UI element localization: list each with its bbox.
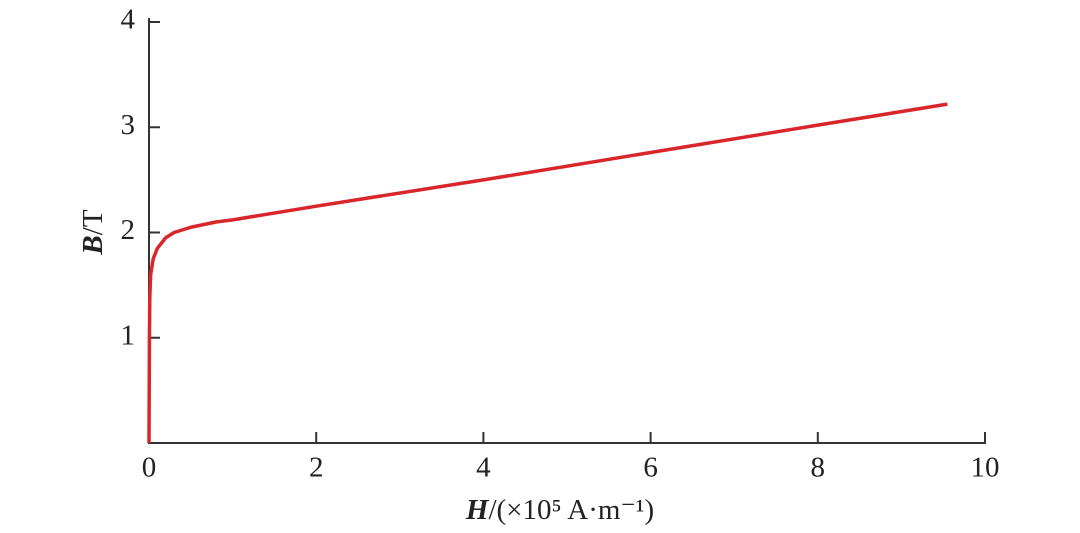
x-label-symbol: H xyxy=(465,494,490,526)
x-tick-label: 6 xyxy=(643,452,658,484)
x-tick-label: 8 xyxy=(811,452,826,484)
y-label-unit: /T xyxy=(77,209,109,235)
y-tick-label: 4 xyxy=(121,4,136,36)
x-label-unit: /(×10⁵ A·m⁻¹) xyxy=(488,494,654,526)
y-label-symbol: B xyxy=(77,235,109,255)
x-tick-label: 2 xyxy=(309,452,324,484)
data-line xyxy=(147,102,948,444)
y-tick-label: 3 xyxy=(121,109,136,141)
y-tick-label: 1 xyxy=(121,319,136,351)
x-tick-label: 4 xyxy=(476,452,491,484)
x-axis-label: H/(×10⁵ A·m⁻¹) xyxy=(465,494,654,526)
y-axis-label: B/T xyxy=(77,209,109,255)
y-tick-label: 2 xyxy=(121,214,136,246)
x-tick-label: 0 xyxy=(142,452,157,484)
x-tick-label: 10 xyxy=(971,452,1000,484)
